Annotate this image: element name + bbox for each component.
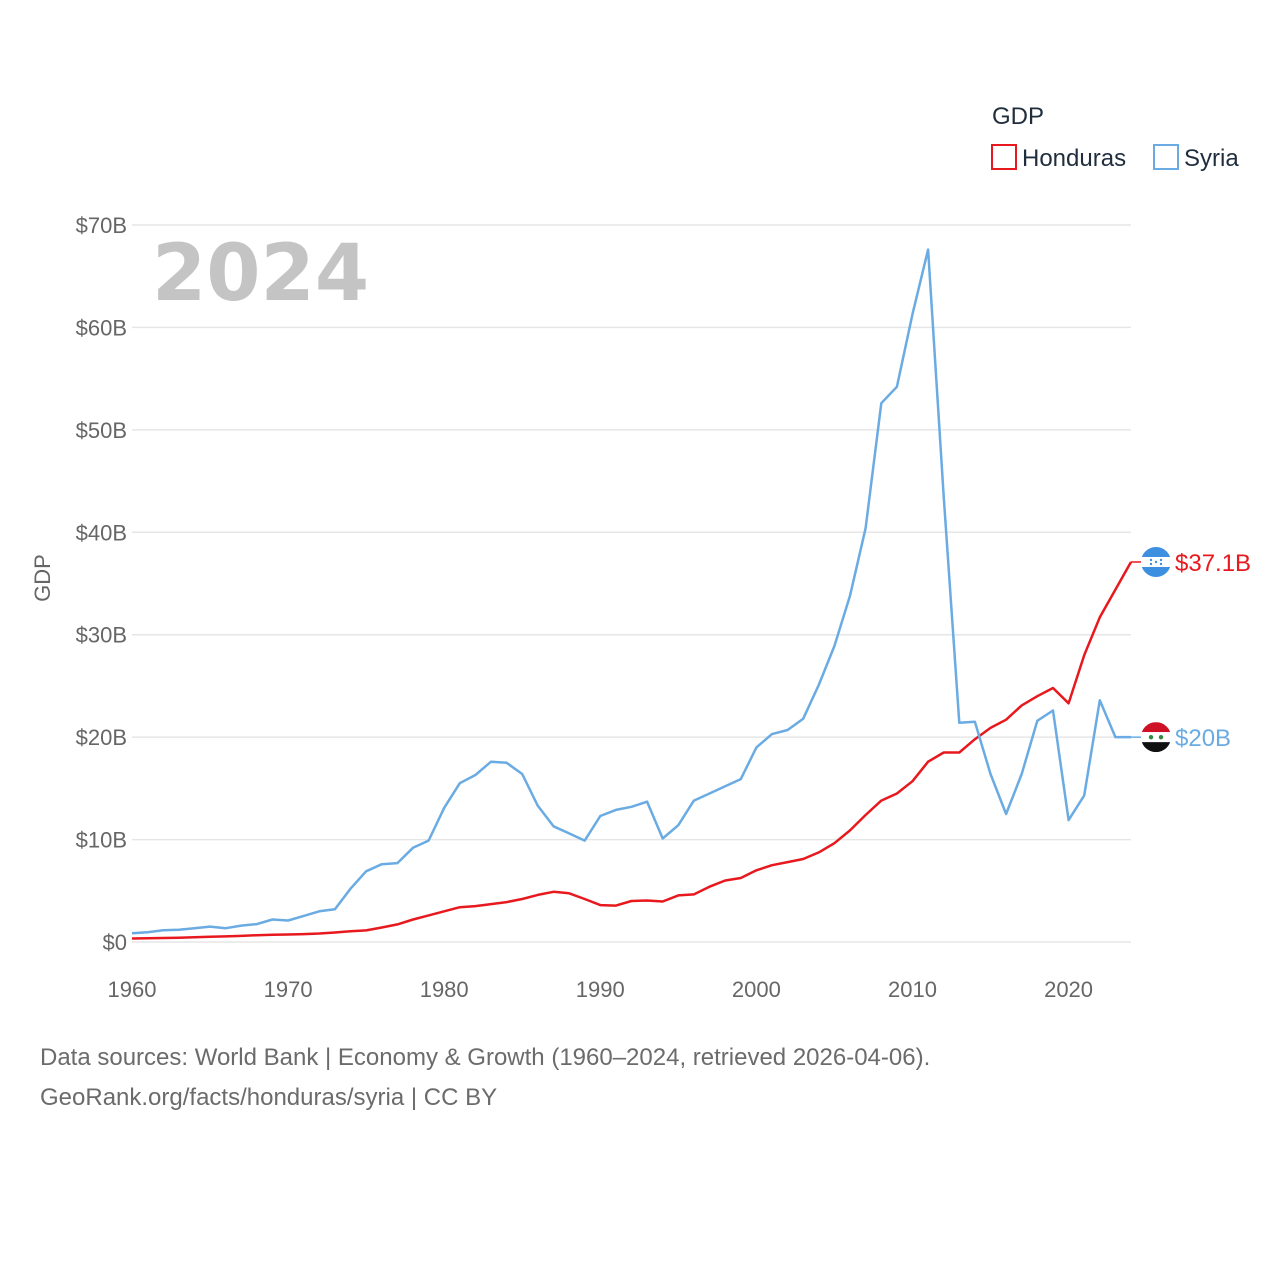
legend-label-honduras[interactable]: Honduras: [1022, 145, 1126, 172]
honduras-flag-icon: [1141, 546, 1171, 577]
end-label-syria: $20B: [1175, 725, 1231, 752]
x-tick-label: 1960: [108, 977, 157, 1002]
x-tick-label: 2000: [732, 977, 781, 1002]
x-tick-label: 1990: [576, 977, 625, 1002]
footer-sources: Data sources: World Bank | Economy & Gro…: [40, 1044, 931, 1071]
y-tick-label: $20B: [76, 725, 127, 750]
y-axis-label: GDP: [30, 554, 55, 602]
legend-title: GDP: [992, 103, 1044, 130]
y-tick-label: $10B: [76, 828, 127, 853]
x-tick-label: 2020: [1044, 977, 1093, 1002]
footer-attribution: GeoRank.org/facts/honduras/syria | CC BY: [40, 1084, 498, 1111]
x-axis-ticks: 1960 1970 1980 1990 2000 2010 2020: [108, 977, 1094, 1002]
series-line-syria[interactable]: [131, 248, 1131, 935]
y-axis-ticks: $0 $10B $20B $30B $40B $50B $60B $70B: [76, 213, 127, 955]
y-tick-label: $30B: [76, 623, 127, 648]
legend-swatch-syria[interactable]: [1153, 144, 1179, 170]
y-tick-label: $70B: [76, 213, 127, 238]
y-tick-label: $60B: [76, 315, 127, 340]
legend: GDP Honduras Syria: [991, 103, 1239, 172]
legend-swatch-honduras[interactable]: [991, 144, 1017, 170]
y-tick-label: $50B: [76, 418, 127, 443]
y-tick-label: $40B: [76, 520, 127, 545]
x-tick-label: 2010: [888, 977, 937, 1002]
current-year-label: 2024: [152, 229, 369, 319]
end-label-honduras: $37.1B: [1175, 550, 1251, 577]
legend-label-syria[interactable]: Syria: [1184, 145, 1239, 172]
series-lines: [131, 248, 1133, 940]
x-tick-label: 1970: [264, 977, 313, 1002]
grid-lines: [132, 224, 1131, 943]
end-labels: $37.1B $20B: [1131, 546, 1251, 753]
series-line-honduras[interactable]: [131, 561, 1133, 940]
x-tick-label: 1980: [420, 977, 469, 1002]
y-tick-label: $0: [103, 930, 127, 955]
syria-flag-icon: [1141, 722, 1171, 753]
